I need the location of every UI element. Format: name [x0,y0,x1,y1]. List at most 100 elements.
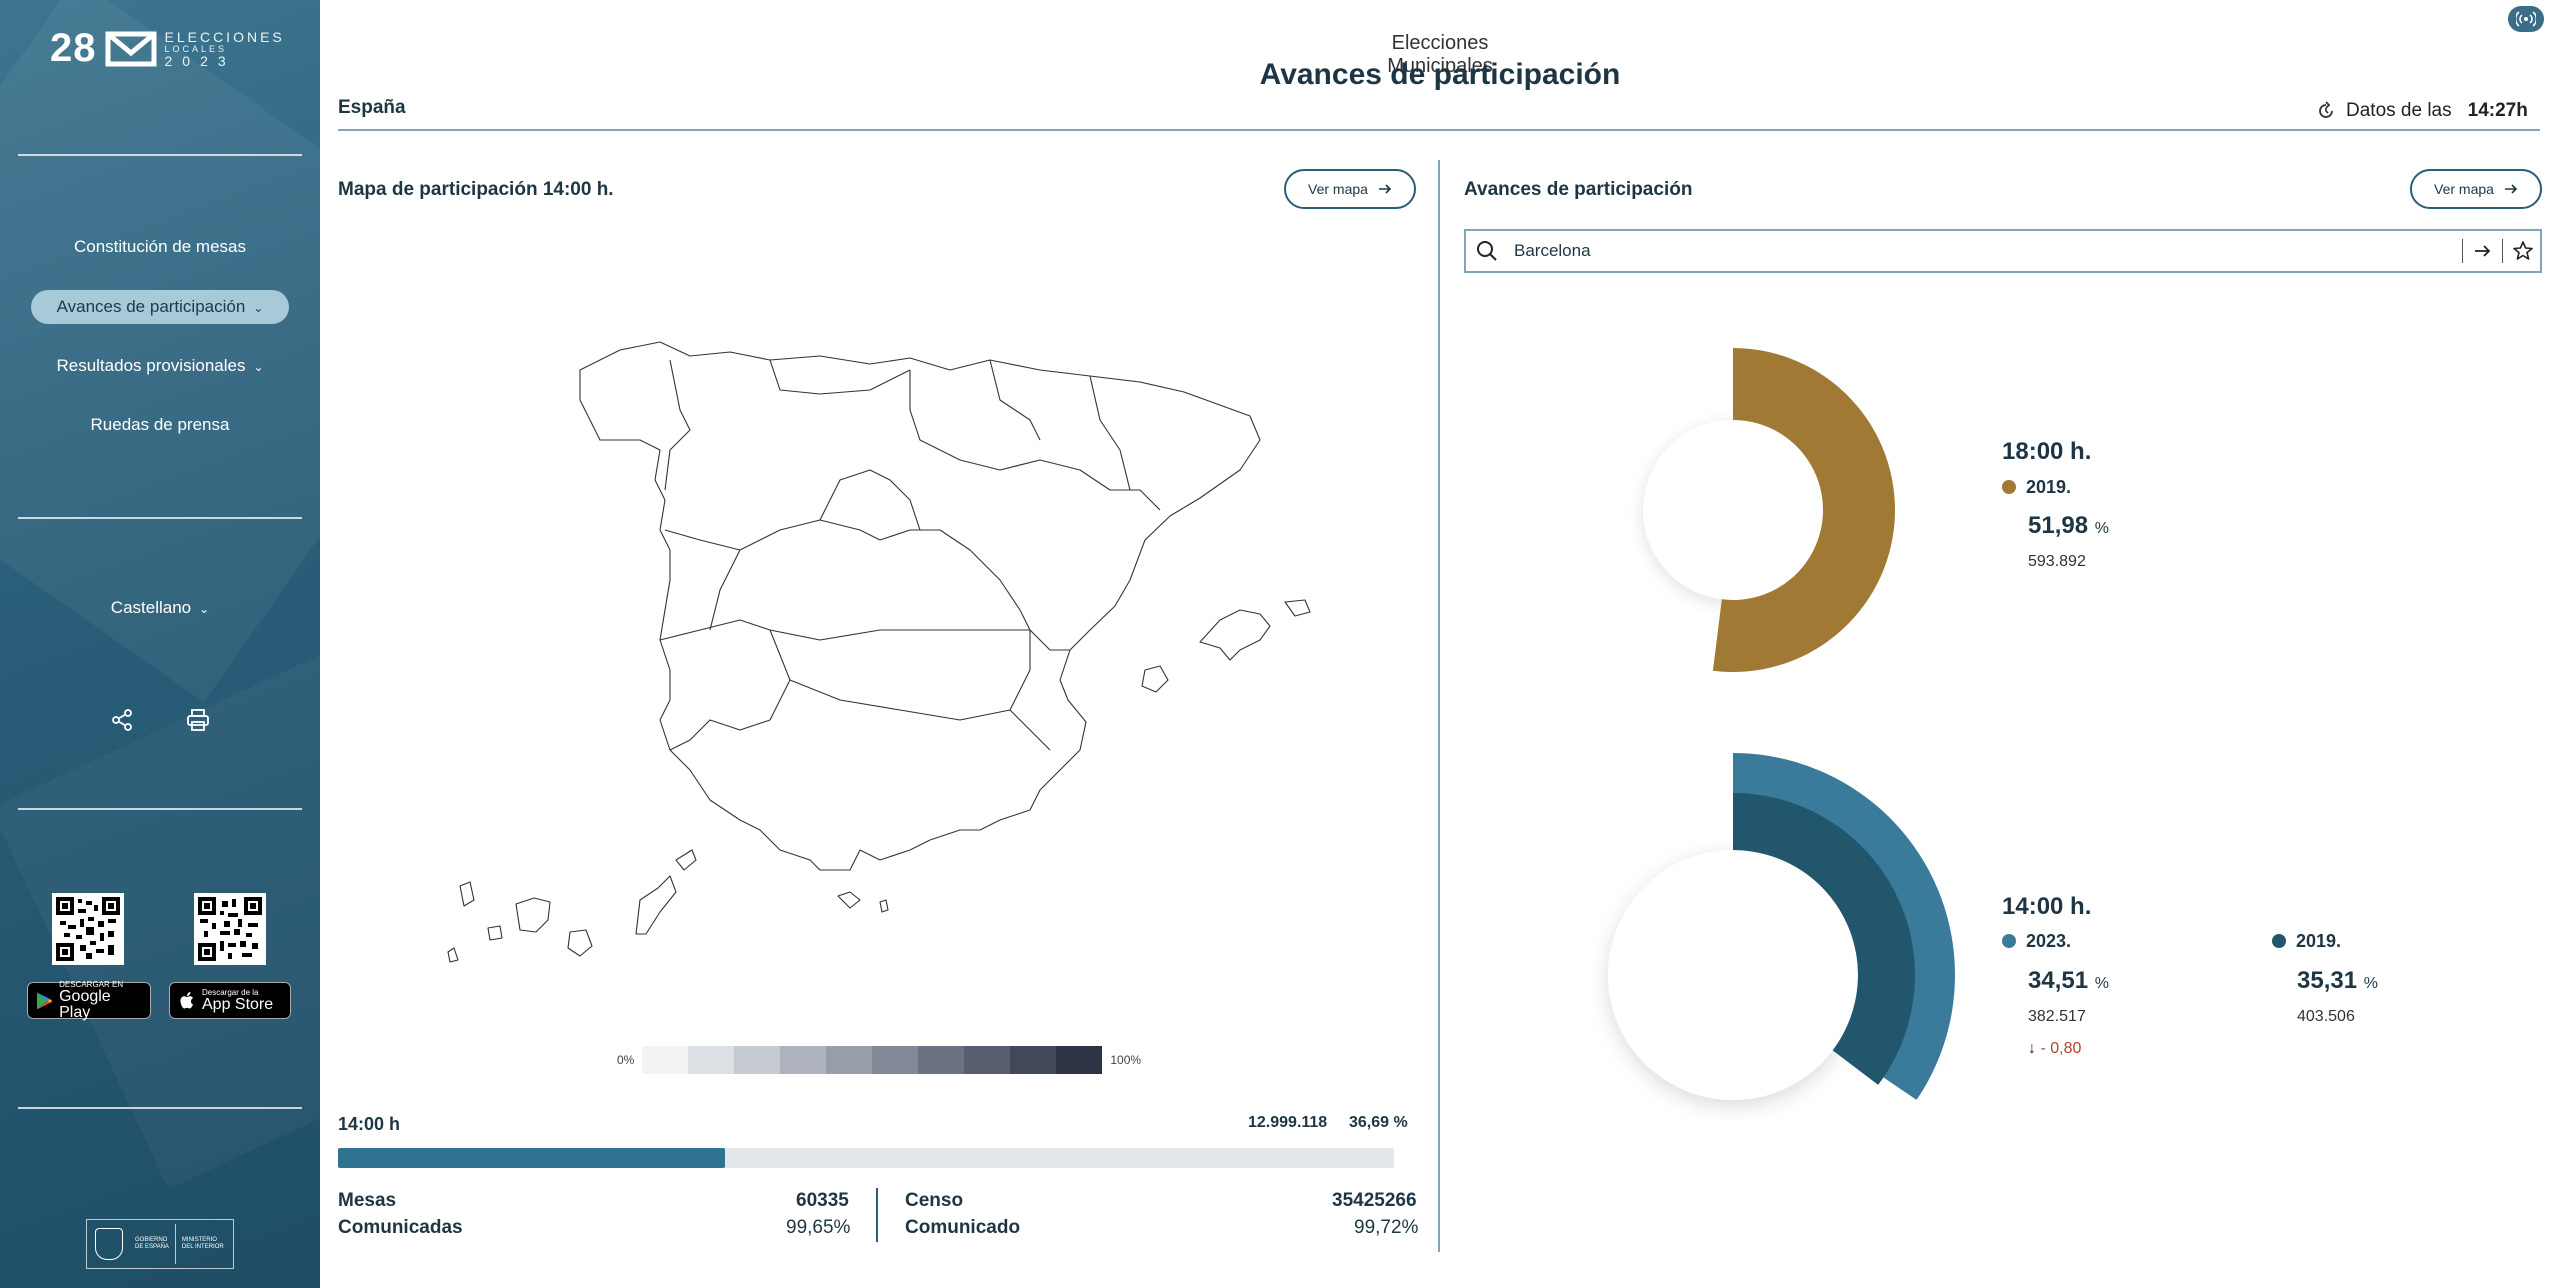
refresh-clock-icon[interactable] [2316,101,2336,121]
logo-year: 2023 [164,52,236,69]
legend-max-label: 100% [1110,1053,1142,1067]
divider [18,1107,302,1109]
gov-line: MINISTERIO [181,1237,217,1243]
qr-code-app-store[interactable] [194,893,266,965]
nav-avances-participacion[interactable]: Avances de participación ⌄ [31,290,289,324]
data-timestamp: Datos de las 14:27h [2316,100,2528,122]
nav-constitucion-mesas[interactable]: Constitución de mesas [0,237,320,257]
block1-time: 18:00 h. [2002,438,2092,465]
broadcast-icon [2516,11,2536,27]
block2-2023-count: 382.517 [2028,1008,2086,1025]
sidebar-decoration [0,630,320,1190]
mesas-label: Mesas [338,1190,397,1211]
logo-text: ELECCIONES LOCALES 2023 [164,28,285,69]
datos-label: Datos de las [2346,100,2452,121]
language-selector[interactable]: Castellano ⌄ [0,598,320,618]
progress-percent: 36,69 % [1349,1114,1408,1131]
map-legend: 0% 100% [617,1046,1141,1074]
region-border [659,619,791,751]
arrow-right-icon [2504,184,2518,194]
favorite-button[interactable] [2502,239,2538,263]
legend-scale [642,1046,1103,1074]
search-icon [1477,241,1497,261]
nav-label: Resultados provisionales [56,356,246,375]
search-submit-button[interactable] [2462,239,2496,263]
header-divider [338,129,2540,131]
percent-unit: % [2094,975,2109,992]
region-border [664,359,691,491]
logo-text-line: LOCALES [164,43,228,54]
censo-label: Censo [905,1190,964,1211]
nav-ruedas-prensa[interactable]: Ruedas de prensa [0,415,320,435]
legend-cell [872,1046,919,1074]
donut-chart-14h [1608,753,1955,1100]
page-title: Avances de participación [1259,58,1621,91]
region-border [1009,630,1031,711]
block2-series-2019-year: 2019. [2272,931,2341,952]
canary-islands [635,875,677,935]
mesas-value: 60335 [796,1190,849,1211]
ver-mapa-label: Ver mapa [1308,181,1368,197]
logo-text-line: ELECCIONES [164,28,285,45]
region-border [769,629,1030,641]
region-label: España [338,97,406,118]
progress-total: 12.999.118 [1248,1114,1328,1131]
arrow-down-icon: ↓ [2028,1040,2036,1057]
share-icon[interactable] [110,708,134,732]
comunicado-value: 99,72% [1354,1217,1419,1238]
chevron-down-icon: ⌄ [253,360,264,374]
comunicadas-value: 99,65% [786,1217,851,1238]
block2-series-2023-year: 2023. [2002,931,2071,952]
gov-separator [174,1224,176,1264]
divider [18,808,302,810]
gov-text: GOBIERNO DE ESPAÑA [129,1237,175,1251]
peninsula-outline [579,341,1261,871]
logo-number: 28 [50,26,97,70]
canary-islands [487,925,503,941]
search-input[interactable] [1512,239,2412,263]
spain-participation-map[interactable] [440,330,1320,970]
canary-islands [567,929,593,957]
page-subtitle: Elecciones Municipales [1387,32,1493,77]
donut-chart-18h [1643,348,1896,672]
google-play-badge[interactable]: DESCARGAR EN Google Play [27,980,151,1021]
balearic-islands [1284,599,1311,617]
region-border [789,679,1051,751]
google-play-icon [36,991,53,1010]
ceuta-melilla [879,899,889,913]
balearic-islands [1141,665,1169,693]
region-border [709,549,741,631]
ver-mapa-button[interactable]: Ver mapa [1284,169,1416,209]
municipality-search [1464,229,2542,273]
donut-arc-2019 [1712,348,1896,672]
legend-cell [1056,1046,1103,1074]
divider [18,517,302,519]
gov-line: DEL INTERIOR [181,1244,224,1250]
participation-progress-fill [338,1148,726,1168]
logo[interactable]: 28 ELECCIONES LOCALES 2023 [50,26,285,71]
app-store-badge[interactable]: Descargar de la App Store [169,982,291,1019]
legend-cell [780,1046,827,1074]
series-year: 2023. [2026,931,2072,951]
legend-dot [2002,934,2016,948]
nav-resultados-provisionales[interactable]: Resultados provisionales ⌄ [0,356,320,376]
stats-separator [876,1188,878,1242]
print-icon[interactable] [186,708,210,732]
region-border [664,519,881,551]
series-year: 2019. [2296,931,2342,951]
percent-unit: % [2363,975,2378,992]
avances-panel-title: Avances de participación [1464,179,1693,200]
block1-count: 593.892 [2028,553,2086,570]
block2-2023-percent: 34,51 % [2028,967,2109,995]
canary-islands [675,849,697,871]
live-broadcast-button[interactable] [2508,6,2544,32]
comunicado-label: Comunicado [905,1217,1021,1238]
ver-mapa-button[interactable]: Ver mapa [2410,169,2542,209]
arrow-right-icon [1378,184,1392,194]
series-year: 2019. [2026,477,2072,497]
canary-islands [515,897,551,933]
block1-series-year: 2019. [2002,477,2071,498]
comunicadas-label: Comunicadas [338,1217,463,1238]
qr-code-google-play[interactable] [52,893,124,965]
delta-value: - 0,80 [2040,1040,2082,1057]
